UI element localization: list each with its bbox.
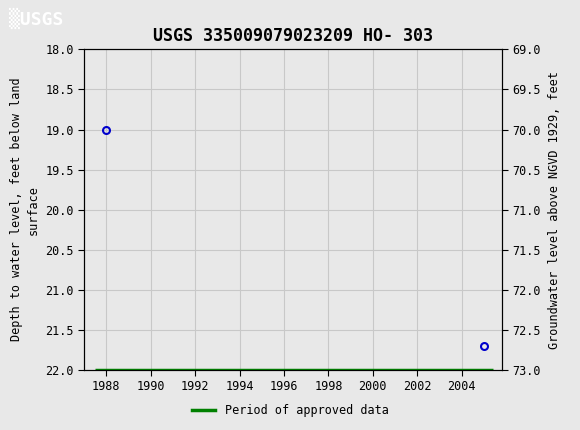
Legend: Period of approved data: Period of approved data [187,399,393,422]
Text: ▒USGS: ▒USGS [9,8,63,29]
Title: USGS 335009079023209 HO- 303: USGS 335009079023209 HO- 303 [153,27,433,45]
Y-axis label: Groundwater level above NGVD 1929, feet: Groundwater level above NGVD 1929, feet [548,71,560,349]
Y-axis label: Depth to water level, feet below land
surface: Depth to water level, feet below land su… [10,78,39,341]
